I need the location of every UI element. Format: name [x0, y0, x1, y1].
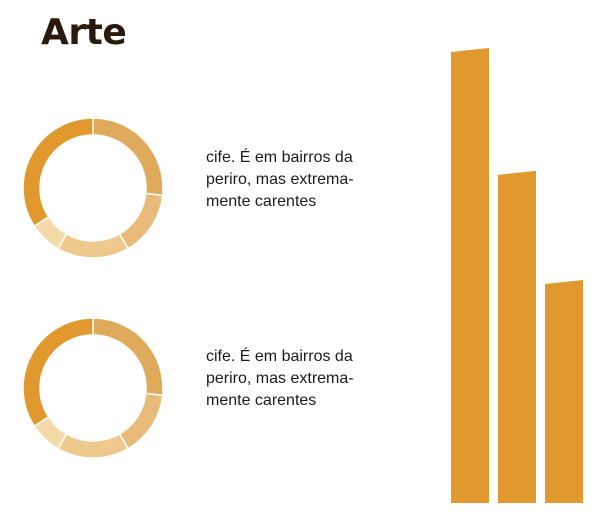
- caption-line: mente carentes: [206, 392, 317, 409]
- donut-slice: [22, 317, 94, 428]
- donut-chart-1: [22, 117, 164, 259]
- donut-slice: [92, 317, 164, 397]
- bar: [451, 48, 489, 503]
- caption-line: periro, mas extrema-: [206, 171, 354, 188]
- page-title: Arte: [41, 12, 127, 53]
- bar: [498, 170, 536, 503]
- donut-caption-1: cife. É em bairros da periro, mas extrem…: [206, 147, 386, 213]
- donut-chart-2: [22, 317, 164, 459]
- caption-line: periro, mas extrema-: [206, 370, 354, 387]
- donut-slice: [22, 117, 94, 228]
- caption-line: mente carentes: [206, 193, 317, 210]
- bar: [545, 280, 583, 503]
- donut-slice: [118, 392, 164, 450]
- donut-slice: [56, 232, 130, 259]
- caption-line: cife. É em bairros da: [206, 149, 353, 166]
- donut-slice: [118, 192, 164, 250]
- donut-caption-2: cife. É em bairros da periro, mas extrem…: [206, 346, 386, 412]
- donut-slice: [92, 117, 164, 197]
- caption-line: cife. É em bairros da: [206, 348, 353, 365]
- donut-slice: [56, 432, 130, 459]
- bar-chart: [451, 48, 583, 503]
